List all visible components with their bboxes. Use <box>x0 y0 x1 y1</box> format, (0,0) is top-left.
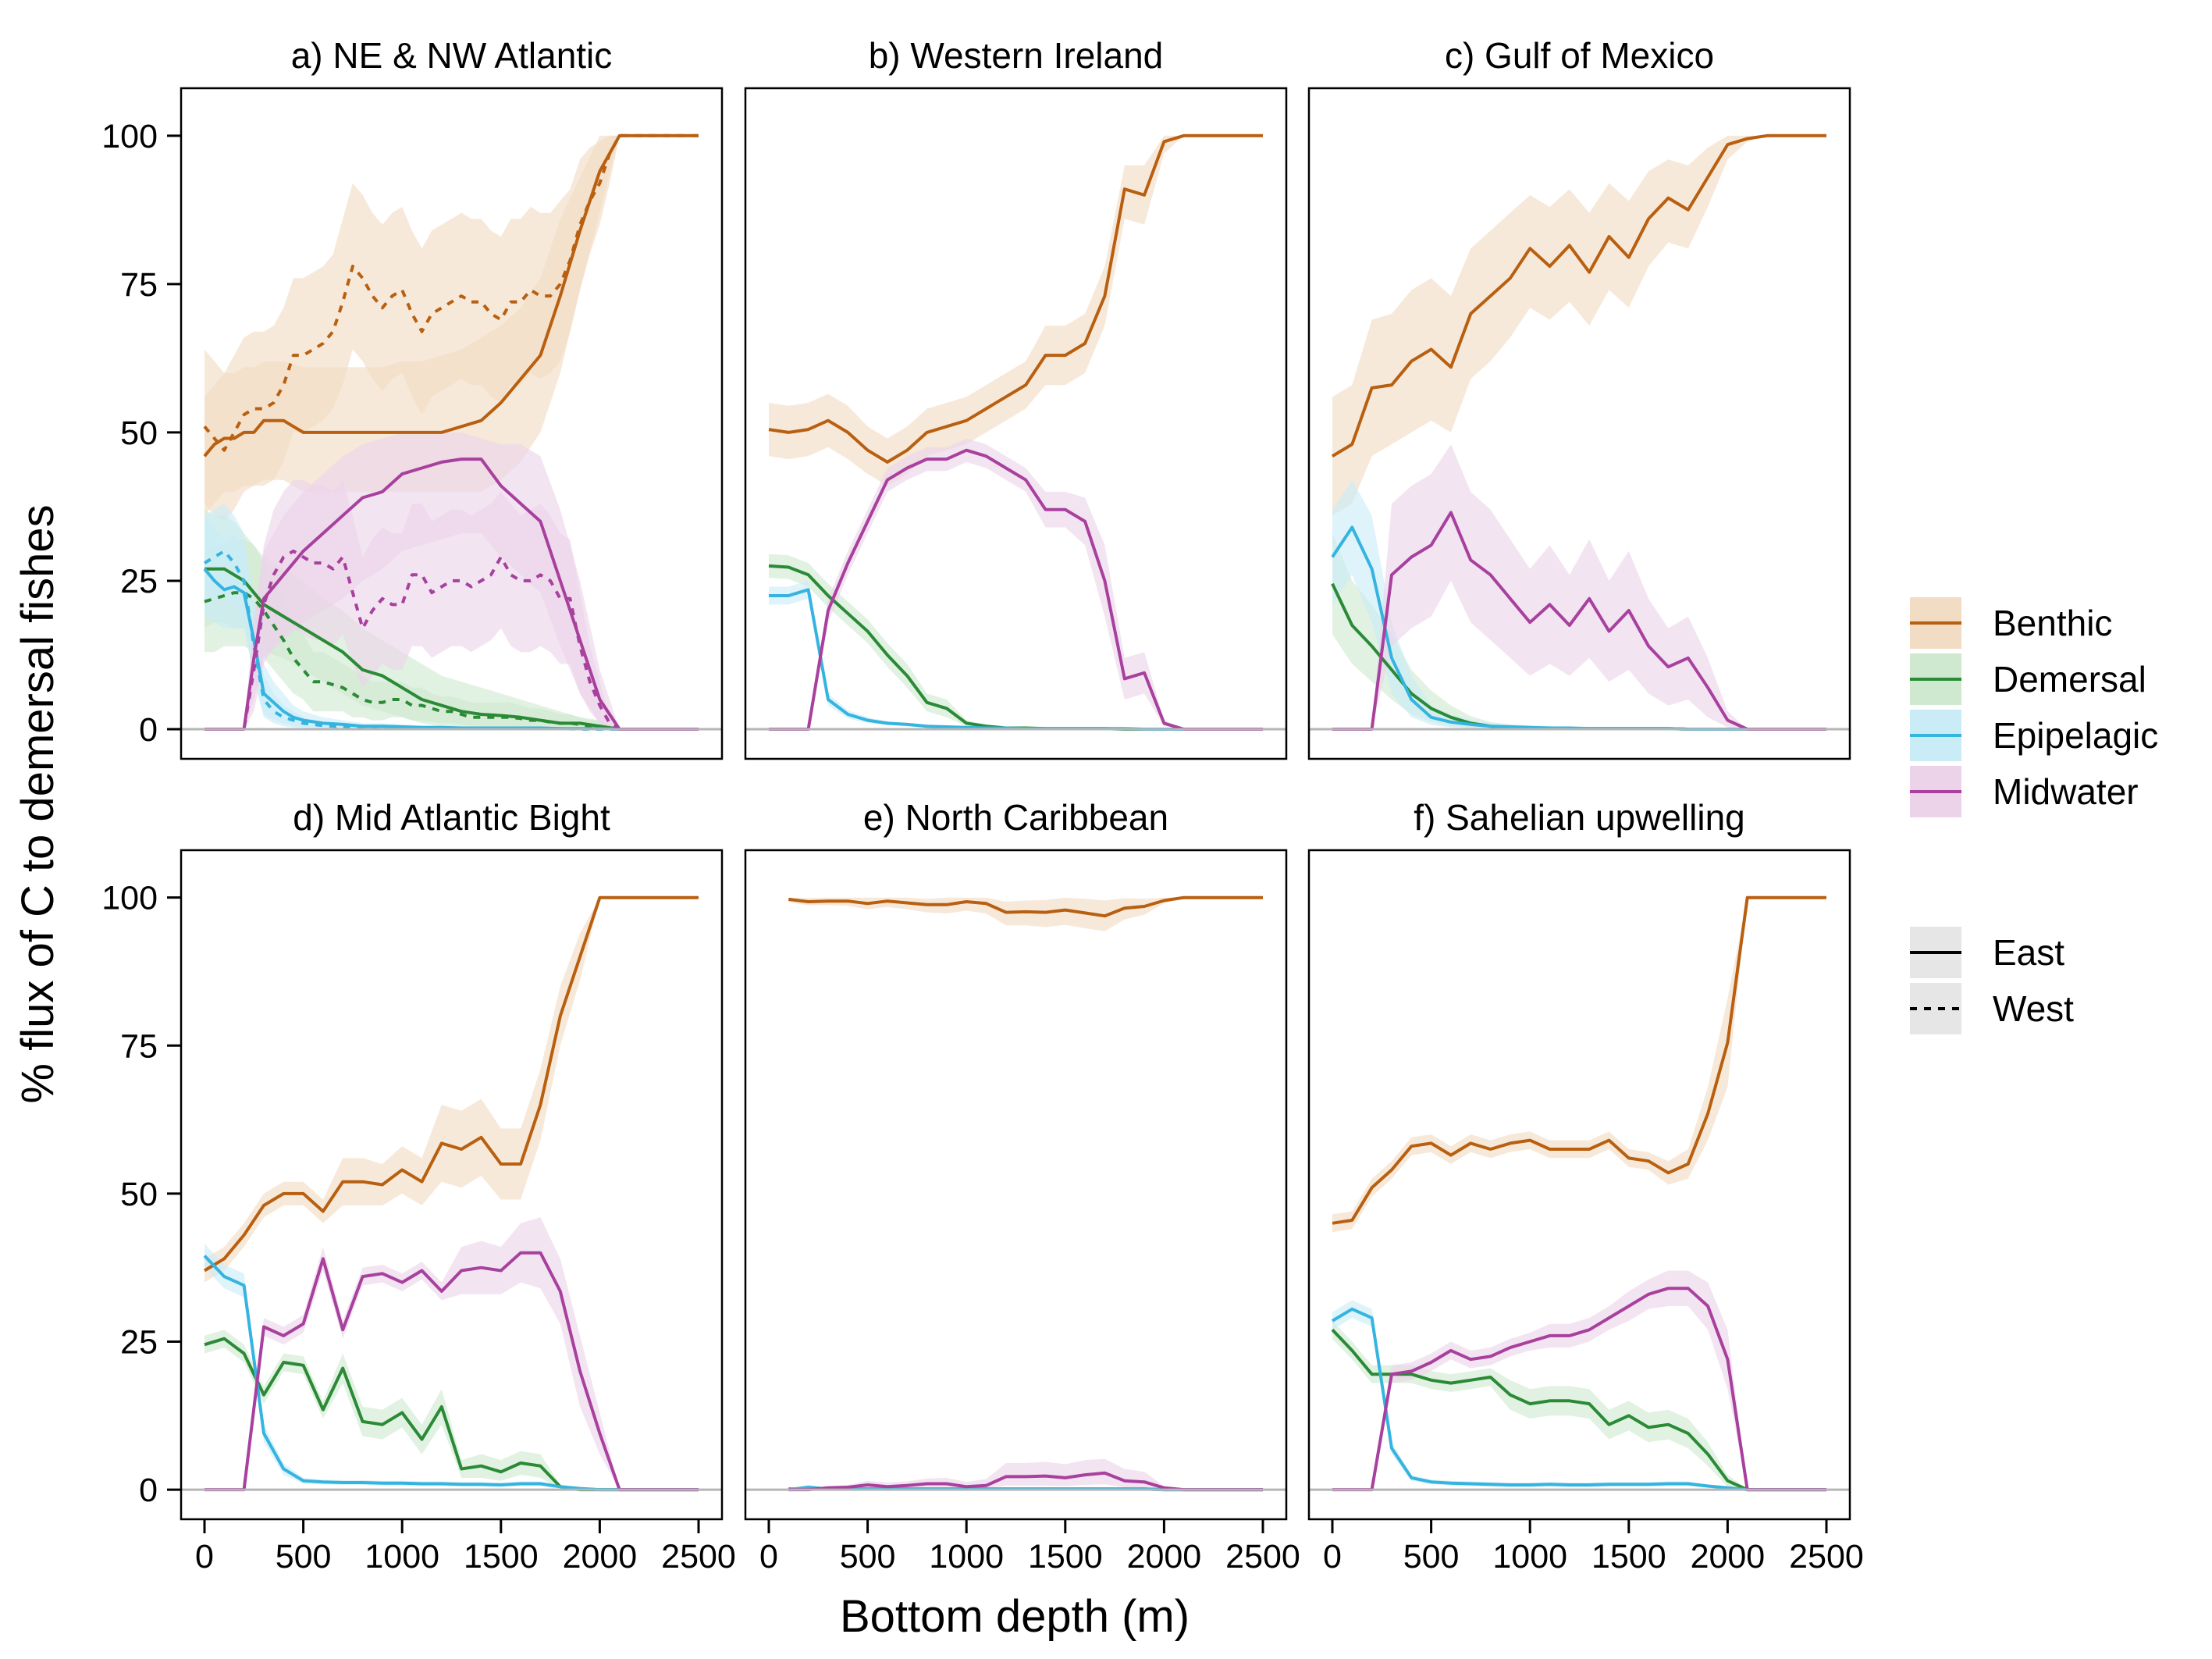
panel-a-midwater-east-line <box>204 457 699 731</box>
legend-west-label: West <box>1993 988 2074 1029</box>
panel-e-x-tick-label: 1500 <box>1028 1538 1103 1575</box>
panel-c-midwater-east-line <box>1332 511 1826 731</box>
panel-b-demersal-east-band <box>769 554 1263 729</box>
panel-b-title: b) Western Ireland <box>869 35 1164 76</box>
panel-b-frame <box>744 87 1288 760</box>
legend-midwater-label: Midwater <box>1993 771 2139 812</box>
panel-d-x-tick-label: 2500 <box>661 1538 736 1575</box>
panel-d-demersal-east-line <box>204 1337 699 1492</box>
panel-e-frame <box>744 849 1288 1521</box>
y-axis-title: % flux of C to demersal fishes <box>12 504 63 1103</box>
panel-d-midwater-east-line <box>204 1251 699 1492</box>
panel-d-y-tick-label: 75 <box>120 1027 158 1065</box>
panel-f-midwater-east-line <box>1332 1287 1826 1492</box>
panel-f-x-tick-label: 2000 <box>1691 1538 1766 1575</box>
panel-c-benthic-east-band <box>1332 135 1826 516</box>
panel-a-title: a) NE & NW Atlantic <box>291 35 613 76</box>
panel-c-title: c) Gulf of Mexico <box>1445 35 1714 76</box>
legend-benthic-label: Benthic <box>1993 603 2112 643</box>
legend-demersal-label: Demersal <box>1993 659 2146 700</box>
panel-d-x-tick-label: 500 <box>276 1538 332 1575</box>
panel-f-x-tick-label: 1000 <box>1492 1538 1567 1575</box>
panel-a-y-tick-label: 75 <box>120 266 158 304</box>
panel-d-y-tick-label: 0 <box>139 1472 158 1509</box>
panel-e-benthic-east-line <box>788 895 1263 918</box>
panel-d-x-tick-label: 1000 <box>365 1538 439 1575</box>
panel-f-benthic-east-band <box>1332 897 1826 1233</box>
panel-a-y-tick-label: 50 <box>120 415 158 452</box>
panel-d-y-tick-label: 100 <box>101 880 158 917</box>
panel-d-benthic-east-band <box>204 897 699 1283</box>
panel-b-demersal-east-line <box>768 564 1263 731</box>
panel-f-x-tick-label: 500 <box>1403 1538 1460 1575</box>
panel-c-frame <box>1307 87 1851 760</box>
panel-d-frame <box>180 849 724 1521</box>
panel-f-benthic-east-line <box>1332 895 1826 1225</box>
panel-d-benthic-east-line <box>203 895 699 1273</box>
panel-b-benthic-east-line <box>768 134 1263 464</box>
panel-d-y-tick-label: 25 <box>120 1323 158 1361</box>
panel-b-benthic-east-band <box>769 135 1263 486</box>
legend-epipelagic-label: Epipelagic <box>1993 715 2158 756</box>
panel-f-x-tick-label: 2500 <box>1789 1538 1864 1575</box>
panel-a-benthic-east-line <box>203 134 699 457</box>
panel-f-midwater-east-band <box>1332 1270 1826 1490</box>
panel-a-benthic-west-band <box>204 135 699 522</box>
legend-east-label: East <box>1993 932 2064 973</box>
panel-a-midwater-west-band <box>204 479 699 729</box>
x-axis-title: Bottom depth (m) <box>840 1591 1190 1642</box>
panel-d-x-tick-label: 0 <box>195 1538 214 1575</box>
panel-f-x-tick-label: 0 <box>1323 1538 1342 1575</box>
panel-e-x-tick-label: 2500 <box>1225 1538 1300 1575</box>
panel-c-midwater-east-band <box>1332 444 1826 729</box>
panel-a-y-tick-label: 0 <box>139 711 158 749</box>
panel-b-midwater-east-band <box>769 438 1263 729</box>
panel-e-x-tick-label: 0 <box>759 1538 778 1575</box>
panel-f-frame <box>1307 849 1851 1521</box>
panel-d-title: d) Mid Atlantic Bight <box>293 797 610 838</box>
panel-a-y-tick-label: 100 <box>101 118 158 155</box>
panel-a-benthic-west-line <box>203 134 699 452</box>
panel-d-x-tick-label: 2000 <box>563 1538 638 1575</box>
panel-e-x-tick-label: 2000 <box>1127 1538 1202 1575</box>
panel-e-x-tick-label: 500 <box>840 1538 896 1575</box>
panel-e-x-tick-label: 1000 <box>929 1538 1004 1575</box>
panel-b-midwater-east-line <box>769 448 1263 731</box>
panel-f-x-tick-label: 1500 <box>1591 1538 1666 1575</box>
panel-f-title: f) Sahelian upwelling <box>1414 797 1745 838</box>
panel-d-x-tick-label: 1500 <box>464 1538 539 1575</box>
panel-c-benthic-east-line <box>1331 134 1826 458</box>
panel-a-midwater-west-line <box>204 549 699 731</box>
panel-a-frame <box>180 87 724 760</box>
panel-e-title: e) North Caribbean <box>863 797 1168 838</box>
panel-d-y-tick-label: 50 <box>120 1176 158 1213</box>
panel-d-midwater-east-band <box>204 1217 699 1490</box>
panel-f-demersal-east-band <box>1332 1320 1826 1490</box>
panel-a-y-tick-label: 25 <box>120 563 158 600</box>
